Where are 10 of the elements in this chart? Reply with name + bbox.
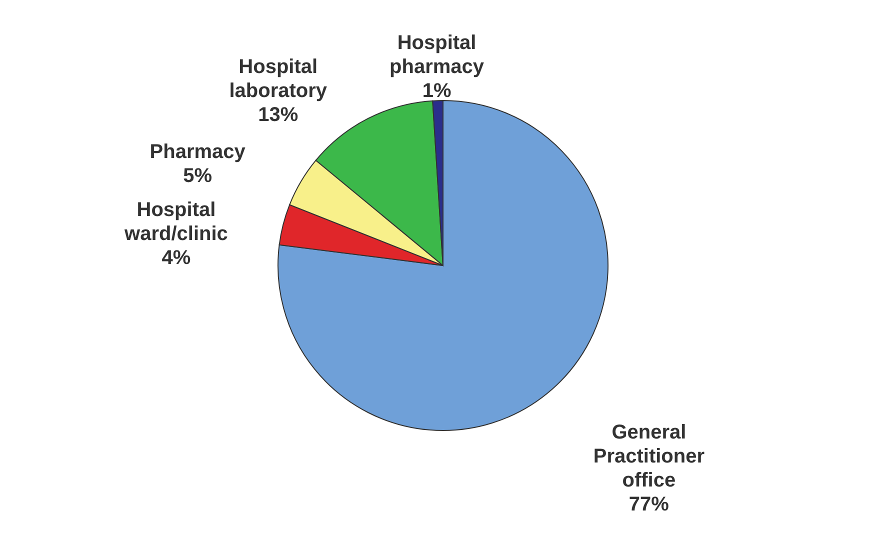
data-label: 1% [422, 80, 452, 102]
data-label: 4% [162, 247, 191, 270]
data-label: 77% [628, 494, 670, 516]
slice-label: Hospital ward/clinic [124, 199, 228, 246]
slice-label: General Practitioner office [593, 422, 705, 492]
slice-label: Hospital laboratory [229, 56, 328, 102]
slice-label: Hospital pharmacy [390, 32, 485, 78]
data-label: 5% [183, 165, 212, 188]
data-label: 13% [258, 104, 298, 126]
slice-label: Pharmacy [150, 141, 246, 164]
